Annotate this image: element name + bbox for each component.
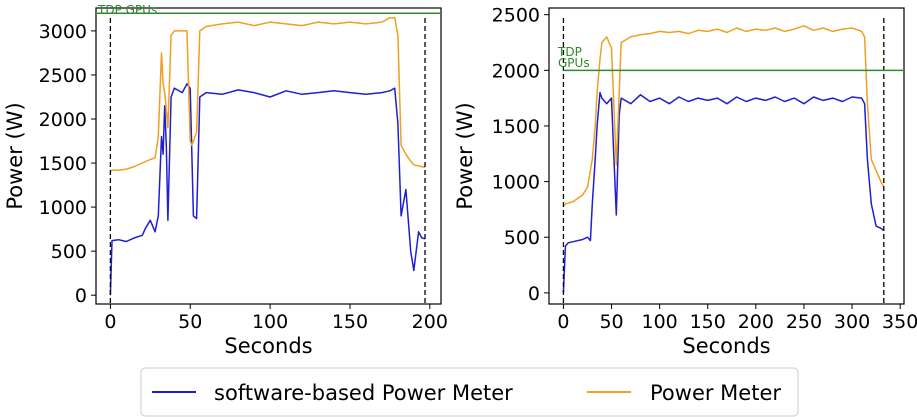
series-line-power-meter: [109, 16, 426, 173]
y-tick-label: 2500: [39, 65, 87, 87]
x-tick-label: 50: [178, 311, 202, 333]
y-tick-label: 1000: [492, 172, 540, 194]
y-tick-label: 1500: [492, 116, 540, 138]
tdp-label-line: TDP: [557, 45, 582, 59]
tdp-label: TDP GPUs: [557, 45, 590, 70]
plot-area: 0 50 100 150 200 250 300 350 0 500 1000 1500 2000 250…: [492, 5, 917, 333]
x-tick-label: 100: [252, 311, 288, 333]
x-tick-label: 200: [738, 311, 774, 333]
series-line-software-based-power-meter: [562, 91, 885, 293]
y-tick-label: 0: [528, 283, 540, 305]
x-tick-label: 300: [834, 311, 870, 333]
x-tick-label: 0: [104, 311, 116, 333]
x-tick-label: 150: [690, 311, 726, 333]
tdp-label-line: GPUs: [558, 56, 590, 70]
chart-right: 0 50 100 150 200 250 300 350 0 500 1000 1500 2000 250…: [453, 5, 917, 358]
y-tick-label: 0: [75, 285, 87, 307]
tdp-label: TDP GPUs: [97, 3, 157, 17]
x-tick-label: 50: [599, 311, 623, 333]
x-axis-label: Seconds: [682, 334, 770, 358]
x-tick-label: 100: [642, 311, 678, 333]
y-tick-label: 2000: [39, 109, 87, 131]
y-tick-label: 3000: [39, 21, 87, 43]
x-tick-label: 200: [412, 311, 448, 333]
x-tick-label: 350: [882, 311, 917, 333]
y-axis-label: Power (W): [453, 102, 477, 209]
y-axis-label: Power (W): [3, 102, 27, 209]
plot-frame: [548, 7, 905, 305]
chart-left: 0 50 100 150 200050010001500200025003000TDP …: [3, 3, 448, 358]
tdp-label-line: TDP GPUs: [97, 3, 157, 17]
y-tick-label: 2500: [492, 5, 540, 27]
x-axis-label: Seconds: [224, 334, 312, 358]
y-tick-label: 2000: [492, 60, 540, 82]
y-tick-label: 500: [504, 227, 540, 249]
y-tick-label: 1500: [39, 153, 87, 175]
x-tick-label: 150: [332, 311, 368, 333]
y-tick-label: 1000: [39, 197, 87, 219]
series-line-software-based-power-meter: [109, 83, 426, 296]
x-tick-label: 250: [786, 311, 822, 333]
legend-label-software-based-power-meter: software-based Power Meter: [214, 381, 513, 405]
x-tick-label: 0: [557, 311, 569, 333]
plot-area: 0 50 100 150 200050010001500200025003000TDP …: [39, 3, 448, 333]
plot-frame: [95, 7, 442, 305]
y-tick-label: 500: [51, 241, 87, 263]
series-line-power-meter: [562, 25, 885, 207]
legend: software-based Power Meter Power Meter: [140, 367, 799, 417]
legend-frame: [140, 367, 799, 417]
legend-label-power-meter: Power Meter: [650, 381, 781, 405]
